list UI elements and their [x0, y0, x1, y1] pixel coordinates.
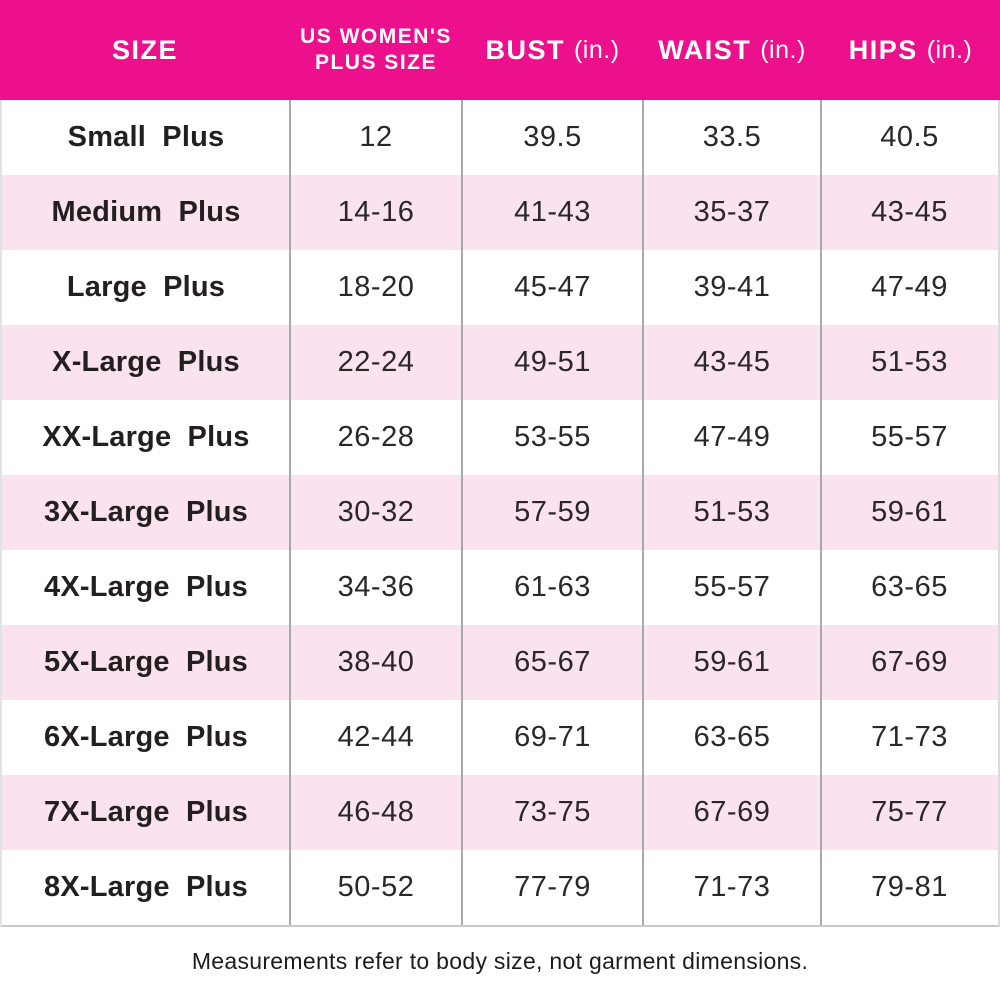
bust-cell: 53-55 [514, 421, 591, 453]
column-divider [820, 100, 822, 925]
col-header-waist-label: WAIST [658, 34, 752, 65]
table-row: 5X-Large Plus 38-40 65-67 59-61 67-69 [2, 625, 998, 700]
column-divider [642, 100, 644, 925]
col-header-us-plus-size: US WOMEN'S PLUS SIZE [290, 0, 462, 100]
hips-cell: 51-53 [871, 346, 948, 378]
col-header-waist-unit: (in.) [760, 35, 806, 64]
table-row: 6X-Large Plus 42-44 69-71 63-65 71-73 [2, 700, 998, 775]
table-row: 8X-Large Plus 50-52 77-79 71-73 79-81 [2, 850, 998, 925]
waist-cell: 33.5 [702, 121, 762, 153]
hips-cell: 67-69 [871, 646, 948, 678]
waist-cell: 47-49 [693, 421, 771, 453]
table-row: 3X-Large Plus 30-32 57-59 51-53 59-61 [2, 475, 998, 550]
waist-cell: 67-69 [693, 796, 771, 828]
hips-cell: 47-49 [871, 271, 948, 303]
hips-cell: 40.5 [880, 121, 939, 153]
us-size-cell: 14-16 [337, 196, 415, 228]
bust-cell: 69-71 [514, 721, 591, 753]
size-cell: X-Large Plus [52, 346, 240, 378]
table-row: Large Plus 18-20 45-47 39-41 47-49 [2, 250, 998, 325]
waist-cell: 43-45 [693, 346, 771, 378]
size-cell: Medium Plus [51, 196, 241, 228]
bust-cell: 41-43 [514, 196, 591, 228]
bust-cell: 57-59 [514, 496, 591, 528]
col-header-hips: HIPS (in.) [821, 0, 1000, 100]
size-chart-table: SIZE US WOMEN'S PLUS SIZE BUST (in.) WAI… [0, 0, 1000, 974]
hips-cell: 75-77 [871, 796, 948, 828]
col-header-hips-label: HIPS [848, 34, 918, 65]
hips-cell: 43-45 [871, 196, 948, 228]
size-cell: 3X-Large Plus [44, 496, 248, 528]
size-cell: 6X-Large Plus [44, 721, 248, 753]
bust-cell: 45-47 [514, 271, 591, 303]
size-cell: Large Plus [66, 271, 226, 303]
size-cell: 8X-Large Plus [44, 871, 248, 903]
waist-cell: 63-65 [693, 721, 771, 753]
us-size-cell: 50-52 [337, 871, 415, 903]
hips-cell: 63-65 [871, 571, 948, 603]
us-size-cell: 46-48 [337, 796, 415, 828]
size-cell: 5X-Large Plus [44, 646, 248, 678]
hips-cell: 59-61 [871, 496, 948, 528]
waist-cell: 35-37 [693, 196, 771, 228]
bust-cell: 61-63 [514, 571, 591, 603]
us-size-cell: 26-28 [337, 421, 415, 453]
size-cell: 4X-Large Plus [44, 571, 248, 603]
hips-cell: 55-57 [871, 421, 948, 453]
table-body: Small Plus 12 39.5 33.5 40.5 Medium Plus… [0, 100, 1000, 927]
table-row: Medium Plus 14-16 41-43 35-37 43-45 [2, 175, 998, 250]
waist-cell: 39-41 [693, 271, 771, 303]
us-size-cell: 34-36 [337, 571, 415, 603]
bust-cell: 77-79 [514, 871, 591, 903]
bust-cell: 39.5 [523, 121, 582, 153]
bust-cell: 73-75 [514, 796, 591, 828]
col-header-bust: BUST (in.) [462, 0, 643, 100]
waist-cell: 51-53 [693, 496, 771, 528]
us-size-cell: 22-24 [337, 346, 415, 378]
column-divider [461, 100, 463, 925]
measurement-disclaimer: Measurements refer to body size, not gar… [191, 948, 809, 974]
us-size-cell: 30-32 [337, 496, 415, 528]
table-row: Small Plus 12 39.5 33.5 40.5 [2, 100, 998, 175]
waist-cell: 71-73 [693, 871, 771, 903]
column-divider [289, 100, 291, 925]
col-header-hips-unit: (in.) [926, 35, 973, 64]
waist-cell: 55-57 [693, 571, 771, 603]
bust-cell: 49-51 [514, 346, 591, 378]
col-header-size: SIZE [0, 0, 290, 100]
us-size-cell: 38-40 [337, 646, 415, 678]
table-header-row: SIZE US WOMEN'S PLUS SIZE BUST (in.) WAI… [0, 0, 1000, 100]
col-header-bust-label: BUST [485, 34, 565, 65]
us-size-cell: 42-44 [337, 721, 415, 753]
size-cell: Small Plus [67, 121, 225, 153]
table-row: XX-Large Plus 26-28 53-55 47-49 55-57 [2, 400, 998, 475]
waist-cell: 59-61 [693, 646, 771, 678]
us-size-cell: 12 [359, 121, 393, 153]
col-header-waist: WAIST (in.) [643, 0, 821, 100]
size-cell: 7X-Large Plus [44, 796, 248, 828]
col-header-size-label: SIZE [111, 34, 178, 65]
col-header-bust-unit: (in.) [573, 35, 620, 64]
us-size-cell: 18-20 [337, 271, 415, 303]
table-row: X-Large Plus 22-24 49-51 43-45 51-53 [2, 325, 998, 400]
bust-cell: 65-67 [514, 646, 591, 678]
hips-cell: 71-73 [871, 721, 948, 753]
col-header-us-plus-size-label: US WOMEN'S PLUS SIZE [300, 24, 452, 74]
size-cell: XX-Large Plus [42, 421, 250, 453]
hips-cell: 79-81 [871, 871, 948, 903]
table-row: 7X-Large Plus 46-48 73-75 67-69 75-77 [2, 775, 998, 850]
table-row: 4X-Large Plus 34-36 61-63 55-57 63-65 [2, 550, 998, 625]
